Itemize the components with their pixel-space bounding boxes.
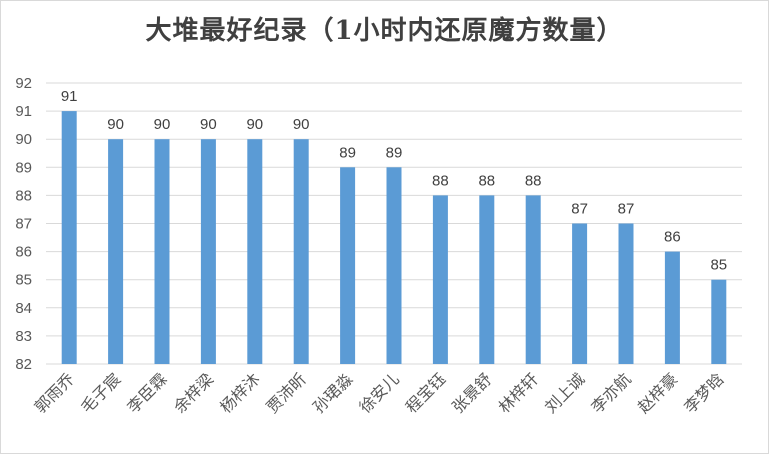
data-label: 90	[293, 116, 310, 133]
x-axis-labels: 郭雨乔 毛子宸 李臣霖 余梓梁 杨梓沐 贾沛昕 孙珺淼 徐安儿 程宝钰 张景舒 林梓轩 刘上诚 李亦航赵…	[31, 369, 728, 416]
bar	[664, 251, 680, 364]
category-label: 程宝钰	[402, 369, 449, 416]
bar	[154, 139, 170, 364]
y-tick-label: 84	[15, 300, 32, 317]
category-label: 李梦晗	[680, 369, 727, 416]
bar	[711, 279, 727, 364]
data-label: 86	[664, 229, 681, 246]
bar	[618, 223, 634, 364]
bars	[61, 111, 727, 364]
bar	[293, 139, 309, 364]
y-tick-label: 89	[15, 159, 32, 176]
data-label: 88	[478, 172, 495, 189]
bar	[247, 139, 263, 364]
data-label: 87	[618, 201, 635, 218]
y-tick-label: 91	[15, 103, 32, 120]
y-tick-label: 82	[15, 356, 32, 373]
data-labels: 91 90 90 90 90 90 89 89 88 88 88 87 87 86 85	[61, 88, 727, 274]
category-label: 张景舒	[448, 369, 495, 416]
y-tick-label: 83	[15, 328, 32, 345]
data-label: 89	[339, 144, 356, 161]
y-tick-label: 86	[15, 244, 32, 261]
y-tick-label: 87	[15, 216, 32, 233]
category-label: 毛子宸	[77, 369, 124, 416]
data-label: 90	[154, 116, 171, 133]
bar	[61, 111, 77, 364]
y-axis-ticks: 82 83 84 85 86 87 88 89 90 91 92	[15, 75, 32, 373]
category-label: 赵梓豪	[634, 369, 681, 416]
y-tick-label: 85	[15, 272, 32, 289]
data-label: 90	[107, 116, 124, 133]
y-tick-label: 90	[15, 131, 32, 148]
category-label: 孙珺淼	[309, 369, 356, 416]
y-tick-label: 92	[15, 75, 32, 92]
chart-title: 大堆最好纪录（1小时内还原魔方数量）	[145, 16, 624, 46]
data-label: 85	[710, 257, 727, 274]
data-label: 89	[386, 144, 403, 161]
bar	[340, 167, 356, 364]
category-label: 林梓轩	[495, 369, 542, 416]
category-label: 李亦航	[587, 369, 634, 416]
category-label: 余梓梁	[170, 369, 217, 416]
data-label: 87	[571, 201, 588, 218]
bar	[108, 139, 124, 364]
y-tick-label: 88	[15, 187, 32, 204]
category-label: 刘上诚	[541, 369, 588, 416]
bar	[572, 223, 588, 364]
data-label: 90	[200, 116, 217, 133]
category-label: 李臣霖	[123, 369, 170, 416]
data-label: 88	[525, 172, 542, 189]
data-label: 91	[61, 88, 78, 105]
category-label: 贾沛昕	[263, 369, 310, 416]
data-label: 90	[246, 116, 263, 133]
bar	[386, 167, 402, 364]
category-label: 徐安儿	[355, 369, 402, 416]
bar	[479, 195, 495, 364]
data-label: 88	[432, 172, 449, 189]
category-label: 杨梓沐	[216, 369, 263, 416]
bar	[432, 195, 448, 364]
bar	[525, 195, 541, 364]
bar	[200, 139, 216, 364]
category-label: 郭雨乔	[31, 369, 78, 416]
